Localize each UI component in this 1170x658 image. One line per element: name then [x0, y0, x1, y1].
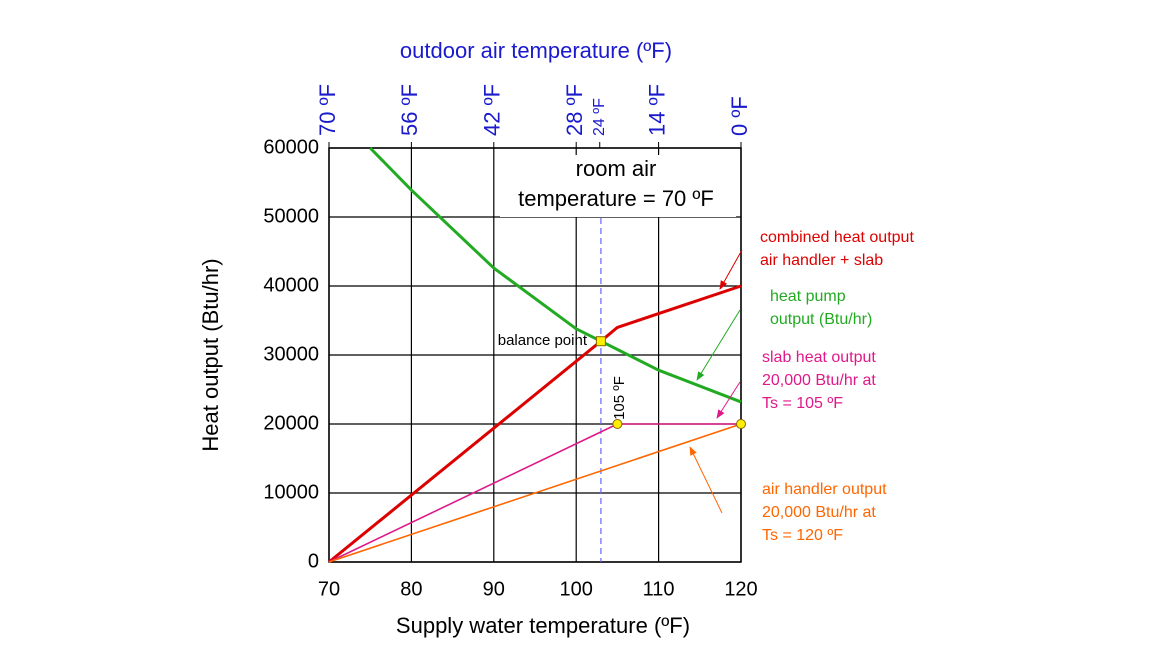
marker	[612, 419, 623, 429]
annotation-bg	[500, 155, 736, 217]
y-tick-label: 40000	[263, 274, 319, 296]
series-line	[369, 146, 742, 404]
y-tick-label: 60000	[263, 136, 319, 158]
series-line	[328, 423, 742, 563]
series-label: 20,000 Btu/hr at	[762, 504, 876, 521]
x-axis-title: Supply water temperature (ºF)	[396, 613, 690, 638]
x-tick-label: 100	[560, 578, 593, 600]
y-tick-label: 30000	[263, 343, 319, 365]
series-label: air handler output	[762, 481, 887, 498]
label-arrow	[716, 381, 741, 419]
x-tick-label: 80	[400, 578, 422, 600]
series-label: 20,000 Btu/hr at	[762, 372, 876, 389]
series-label: air handler + slab	[760, 252, 883, 269]
y-tick-label: 0	[308, 550, 319, 572]
series-label: output (Btu/hr)	[770, 311, 872, 328]
label-arrow	[689, 446, 723, 514]
x-tick-label: 110	[643, 578, 675, 600]
label-arrow	[719, 249, 743, 290]
annotation: room air	[576, 156, 657, 181]
y-tick-label: 10000	[263, 481, 319, 503]
x-tick-label: 70	[318, 578, 340, 600]
x-tick-label: 120	[724, 578, 757, 600]
y-tick-label: 50000	[263, 205, 319, 227]
label-arrow	[696, 309, 741, 381]
marker	[595, 336, 606, 347]
annotation: balance point	[498, 332, 588, 349]
series-label: Ts = 120 ºF	[762, 527, 843, 544]
annotation: 105 ºF	[611, 376, 628, 420]
series-label: slab heat output	[762, 349, 876, 366]
top-tick-label: 70 ºF	[315, 84, 340, 136]
series-label: Ts = 105 ºF	[762, 395, 843, 412]
marker	[736, 419, 746, 429]
top-tick-label: 56 ºF	[397, 84, 422, 136]
top-tick-label: 0 ºF	[727, 96, 752, 136]
top-axis-title: outdoor air temperature (ºF)	[400, 38, 672, 63]
top-tick-label: 14 ºF	[644, 84, 669, 136]
plot-frame	[328, 147, 742, 563]
x-tick-label: 90	[483, 578, 505, 600]
top-tick-label: 42 ºF	[480, 84, 505, 136]
series-label: combined heat output	[760, 229, 914, 246]
annotation: temperature = 70 ºF	[518, 186, 714, 211]
top-tick-label: 24 ºF	[591, 98, 608, 136]
series-label: heat pump	[770, 288, 846, 305]
y-axis-title: Heat output (Btu/hr)	[198, 258, 223, 451]
y-tick-label: 20000	[263, 412, 319, 434]
top-tick-label: 28 ºF	[562, 84, 587, 136]
series-line	[328, 284, 742, 564]
